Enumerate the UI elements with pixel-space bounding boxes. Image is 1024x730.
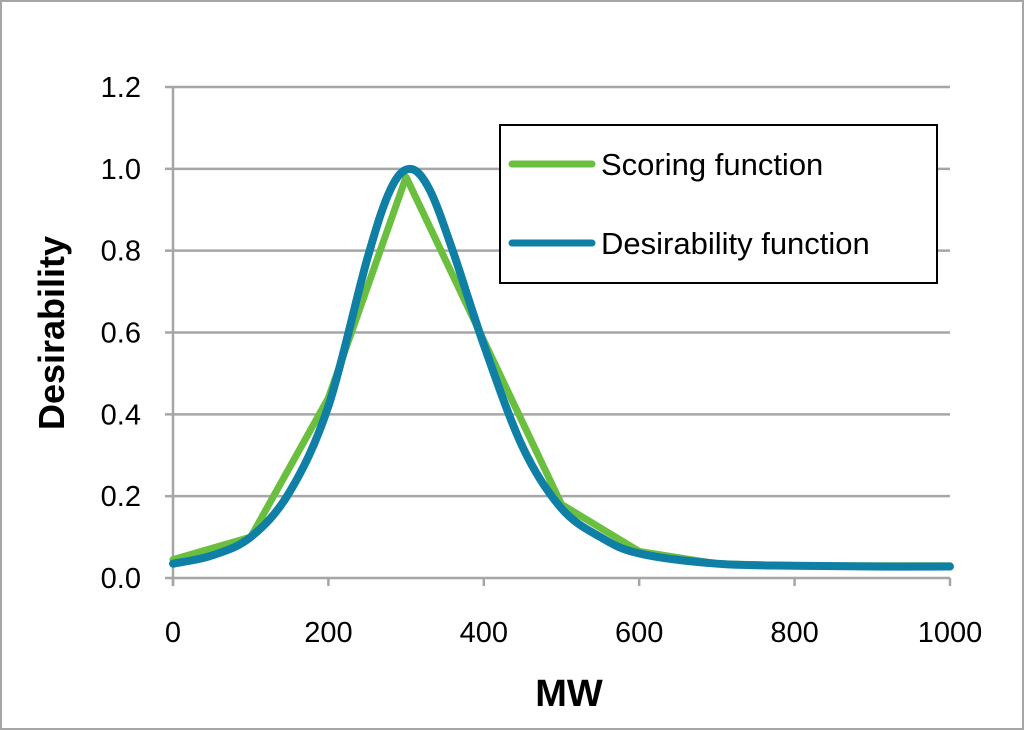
- y-tick-label: 0.6: [101, 318, 141, 350]
- series-line-desirability: [169, 164, 954, 571]
- legend-label-scoring: Scoring function: [601, 147, 823, 182]
- y-axis-title: Desirability: [31, 236, 72, 430]
- x-tick-label: 800: [770, 617, 818, 649]
- y-tick-label: 0.8: [101, 236, 141, 268]
- legend: Scoring function Desirability function: [499, 124, 938, 284]
- legend-label-desirability: Desirability function: [601, 226, 870, 261]
- tick-labels: 0.0 0.2 0.4 0.6 0.8 1.0 1.2 0 200 400 600 800 1000: [101, 72, 983, 649]
- x-tick-label: 600: [615, 617, 663, 649]
- y-tick-label: 0.2: [101, 481, 141, 513]
- x-tick-label: 400: [460, 617, 508, 649]
- y-tick-label: 1.0: [101, 154, 141, 186]
- y-tick-label: 0.4: [101, 399, 141, 431]
- legend-box: [499, 124, 938, 284]
- y-tick-label: 1.2: [101, 72, 141, 104]
- x-tick-label: 200: [304, 617, 352, 649]
- x-axis-title: MW: [535, 673, 603, 715]
- x-tick-label: 0: [165, 617, 181, 649]
- series-lines: [169, 164, 954, 571]
- y-tick-label: 0.0: [101, 563, 141, 595]
- axes: [165, 85, 952, 586]
- x-tick-label: 1000: [918, 617, 983, 649]
